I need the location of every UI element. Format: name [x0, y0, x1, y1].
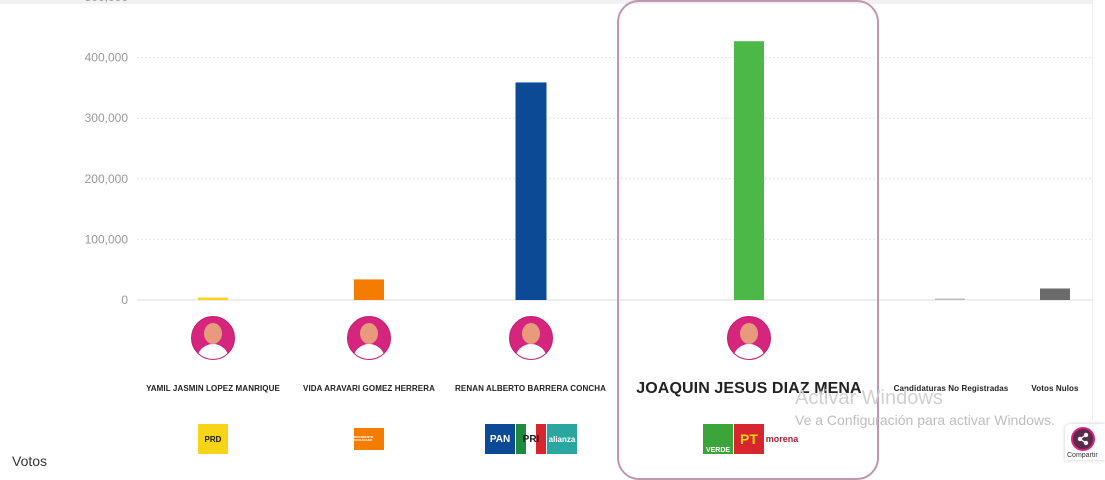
y-axis-ticks: 0 100,000 200,000 300,000 400,000 500,000: [85, 0, 129, 307]
candidate-avatar-1[interactable]: [128, 316, 298, 360]
party-logos-1: PRD: [198, 424, 228, 454]
avatar-icon: [509, 316, 553, 360]
share-icon: [1071, 427, 1095, 451]
candidate-avatar-3[interactable]: [446, 316, 616, 360]
y-tick-label: 100,000: [85, 232, 129, 246]
y-tick-label: 500,000: [85, 0, 129, 4]
bar-3[interactable]: [515, 82, 547, 300]
avatar-icon: [347, 316, 391, 360]
candidate-avatar-4[interactable]: [664, 316, 834, 360]
party-logos-2: MOVIMIENTO CIUDADANO: [354, 424, 384, 450]
category-label-3: RENAN ALBERTO BARRERA CONCHA: [455, 384, 606, 393]
pan-logo: PAN: [485, 424, 515, 454]
candidate-avatar-2[interactable]: [284, 316, 454, 360]
party-logos-3: PAN PRI alianza: [485, 424, 577, 454]
share-label: Compartir: [1067, 452, 1098, 459]
morena-logo: morena: [765, 424, 799, 454]
pri-logo: PRI: [516, 424, 546, 454]
windows-watermark-subtitle: Ve a Configuración para activar Windows.: [795, 412, 1055, 428]
category-label-1: YAMIL JASMIN LOPEZ MANRIQUE: [146, 384, 280, 393]
category-label-4: JOAQUIN JESUS DIAZ MENA: [636, 380, 862, 397]
share-button[interactable]: Compartir: [1065, 424, 1105, 460]
bar-2[interactable]: [354, 279, 384, 300]
movimiento-ciudadano-logo: MOVIMIENTO CIUDADANO: [354, 428, 384, 450]
votes-heading: Votos: [12, 453, 48, 469]
y-tick-label: 0: [121, 293, 128, 307]
avatar-icon: [191, 316, 235, 360]
y-tick-label: 300,000: [85, 111, 129, 125]
nueva-alianza-logo: alianza: [547, 424, 577, 454]
bar-4[interactable]: [734, 41, 764, 300]
bar-5[interactable]: [935, 298, 965, 301]
verde-logo: VERDE: [703, 424, 733, 454]
grid-lines: [137, 57, 1092, 301]
bar-1[interactable]: [198, 297, 228, 300]
vote-bar-chart: 0 100,000 200,000 300,000 400,000 500,000: [85, 0, 1092, 307]
category-label-5: Candidaturas No Registradas: [893, 384, 1009, 393]
pt-logo: PT: [734, 424, 764, 454]
y-tick-label: 400,000: [85, 51, 129, 65]
category-label-2: VIDA ARAVARI GOMEZ HERRERA: [303, 384, 435, 393]
windows-watermark-title: Activar Windows: [795, 387, 943, 409]
top-edge: [0, 0, 1105, 4]
category-label-6: Votos Nulos: [1031, 384, 1079, 393]
bars: [198, 41, 1070, 300]
right-scrollbar[interactable]: [1092, 0, 1105, 420]
party-logos-4: VERDE PT morena: [703, 424, 799, 454]
prd-logo: PRD: [198, 424, 228, 454]
y-tick-label: 200,000: [85, 172, 129, 186]
avatar-icon: [727, 316, 771, 360]
bar-6[interactable]: [1040, 288, 1070, 300]
